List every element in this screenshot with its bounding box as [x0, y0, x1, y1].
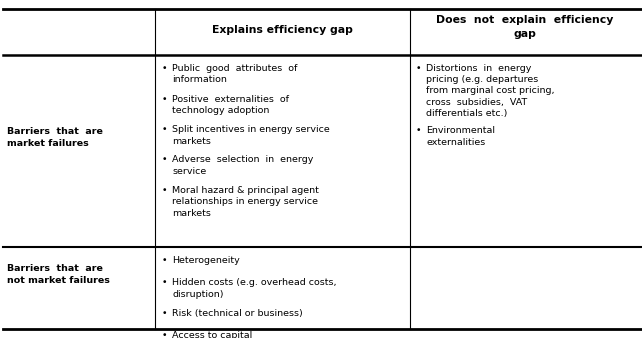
Text: •: •: [162, 64, 168, 73]
Text: •: •: [416, 64, 422, 73]
Text: Hidden costs (e.g. overhead costs,
disruption): Hidden costs (e.g. overhead costs, disru…: [172, 278, 336, 299]
Text: Split incentives in energy service
markets: Split incentives in energy service marke…: [172, 125, 330, 146]
Text: •: •: [162, 331, 168, 338]
Text: Distortions  in  energy
pricing (e.g. departures
from marginal cost pricing,
cro: Distortions in energy pricing (e.g. depa…: [426, 64, 555, 118]
Text: •: •: [416, 126, 422, 135]
Text: Public  good  attributes  of
information: Public good attributes of information: [172, 64, 297, 84]
Text: •: •: [162, 95, 168, 104]
Text: •: •: [162, 125, 168, 134]
Text: Does  not  explain  efficiency
gap: Does not explain efficiency gap: [437, 16, 614, 39]
Text: Barriers  that  are
not market failures: Barriers that are not market failures: [7, 264, 110, 285]
Text: •: •: [162, 278, 168, 287]
Text: Environmental
externalities: Environmental externalities: [426, 126, 495, 147]
Text: Heterogeneity: Heterogeneity: [172, 256, 240, 265]
Text: Barriers  that  are
market failures: Barriers that are market failures: [7, 127, 103, 148]
Text: •: •: [162, 309, 168, 318]
Text: Risk (technical or business): Risk (technical or business): [172, 309, 303, 318]
Text: Moral hazard & principal agent
relationships in energy service
markets: Moral hazard & principal agent relations…: [172, 186, 319, 218]
Text: •: •: [162, 256, 168, 265]
Text: Positive  externalities  of
technology adoption: Positive externalities of technology ado…: [172, 95, 289, 115]
Text: Explains efficiency gap: Explains efficiency gap: [212, 25, 353, 35]
Text: •: •: [162, 186, 168, 195]
Text: •: •: [162, 155, 168, 165]
Text: Adverse  selection  in  energy
service: Adverse selection in energy service: [172, 155, 313, 176]
Text: Access to capital: Access to capital: [172, 331, 252, 338]
